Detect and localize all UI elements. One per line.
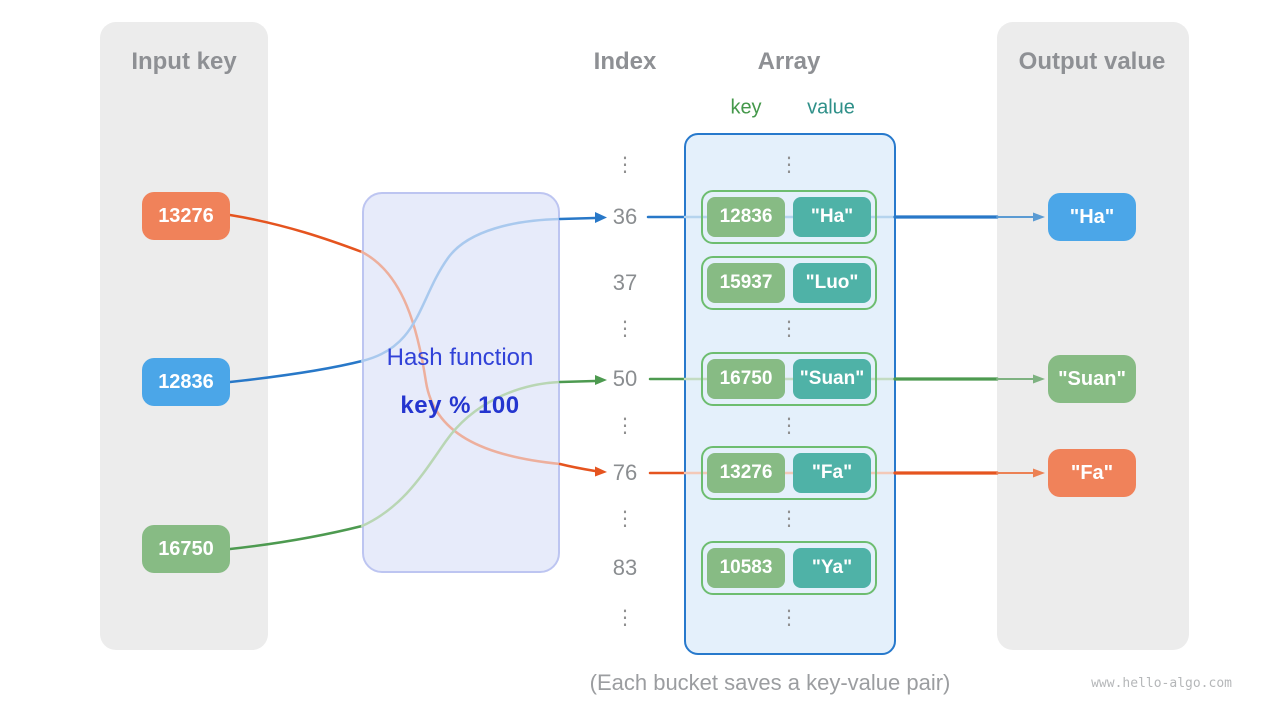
bucket-key: 13276 [707,453,785,493]
output-value-panel [997,22,1189,650]
bucket-key: 15937 [707,263,785,303]
arrowhead-green-output [1033,374,1045,384]
arrowhead-green-index [595,375,607,385]
output-value-fa: "Fa" [1048,449,1136,497]
index-value-50: 50 [612,366,638,391]
index-ellipsis: ⋮ [615,607,635,629]
array-ellipsis: ⋮ [779,607,799,629]
index-ellipsis: ⋮ [615,508,635,530]
bucket-key: 10583 [707,548,785,588]
bucket-value: "Luo" [793,263,871,303]
index-ellipsis: ⋮ [615,318,635,340]
output-panel-title: Output value [1018,48,1166,75]
array-key-label: key [730,96,762,119]
array-value-label: value [807,96,855,119]
hash-function-formula: key % 100 [400,392,520,419]
arrowhead-blue-index [595,212,607,223]
index-column-title: Index [593,48,657,75]
bucket-row-83: 10583 "Ya" [701,541,877,595]
bucket-key: 12836 [707,197,785,237]
wire-blue-through-hash [360,217,562,363]
wire-orange-input [228,213,364,254]
index-value-76: 76 [612,460,638,485]
array-ellipsis: ⋮ [779,415,799,437]
bucket-row-36: 12836 "Ha" [701,190,877,244]
array-ellipsis: ⋮ [779,318,799,340]
wire-blue-input [228,359,364,384]
input-key-12836: 12836 [142,358,230,406]
input-key-16750: 16750 [142,525,230,573]
wire-green-to-index [558,379,597,384]
arrowhead-orange-index [595,466,607,477]
output-value-suan: "Suan" [1048,355,1136,403]
bucket-row-50: 16750 "Suan" [701,352,877,406]
bucket-value: "Ha" [793,197,871,237]
array-ellipsis: ⋮ [779,154,799,176]
bucket-value: "Ya" [793,548,871,588]
input-panel-title: Input key [131,48,237,75]
output-value-ha: "Ha" [1048,193,1136,241]
bucket-row-76: 13276 "Fa" [701,446,877,500]
input-key-13276: 13276 [142,192,230,240]
wire-orange-to-index [558,462,597,473]
hash-function-box [362,192,560,573]
wire-blue-to-index [558,216,597,221]
index-value-83: 83 [612,555,638,580]
index-ellipsis: ⋮ [615,415,635,437]
wire-green-input [228,524,364,551]
figure-caption: (Each bucket saves a key-value pair) [589,670,951,695]
bucket-key: 16750 [707,359,785,399]
watermark: www.hello-algo.com [1091,676,1232,691]
array-ellipsis: ⋮ [779,508,799,530]
wire-green-through-hash [360,380,562,528]
index-ellipsis: ⋮ [615,154,635,176]
arrowhead-blue-output [1033,212,1045,222]
wire-orange-through-hash [360,250,562,466]
index-value-36: 36 [612,204,638,229]
bucket-value: "Fa" [793,453,871,493]
bucket-value: "Suan" [793,359,871,399]
bucket-row-37: 15937 "Luo" [701,256,877,310]
index-value-37: 37 [612,270,638,295]
array-column-title: Array [757,48,821,75]
hash-function-name: Hash function [386,344,534,371]
arrowhead-orange-output [1033,468,1045,478]
